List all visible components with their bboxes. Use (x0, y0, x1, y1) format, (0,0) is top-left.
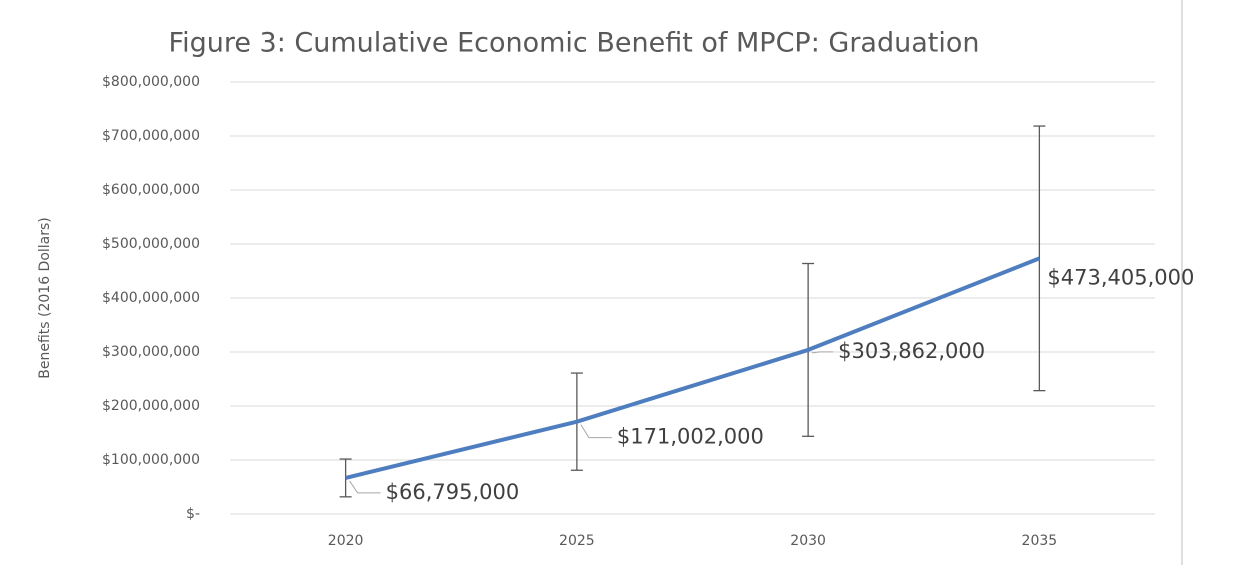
leader-line (812, 351, 834, 354)
chart-title: Figure 3: Cumulative Economic Benefit of… (169, 28, 980, 59)
y-axis-label: Benefits (2016 Dollars) (37, 217, 53, 379)
y-tick-label: $300,000,000 (102, 344, 200, 360)
y-tick-label: $200,000,000 (102, 398, 200, 414)
line-series (345, 256, 1041, 480)
data-label: $303,862,000 (838, 339, 985, 363)
x-tick-label: 2035 (1022, 533, 1058, 549)
y-tick-label: $600,000,000 (102, 182, 200, 198)
data-label: $473,405,000 (1047, 265, 1194, 289)
x-tick-label: 2030 (790, 533, 826, 549)
y-tick-label: $700,000,000 (102, 128, 200, 144)
y-tick-label: $100,000,000 (102, 452, 200, 468)
y-tick-label: $- (186, 506, 200, 522)
x-tick-label: 2020 (328, 533, 364, 549)
y-tick-label: $800,000,000 (102, 74, 200, 90)
y-tick-label: $500,000,000 (102, 236, 200, 252)
data-label: $66,795,000 (386, 480, 520, 504)
x-tick-label: 2025 (559, 533, 595, 549)
leader-line (349, 480, 381, 494)
data-label: $171,002,000 (617, 425, 764, 449)
y-tick-label: $400,000,000 (102, 290, 200, 306)
leader-line (580, 424, 612, 439)
